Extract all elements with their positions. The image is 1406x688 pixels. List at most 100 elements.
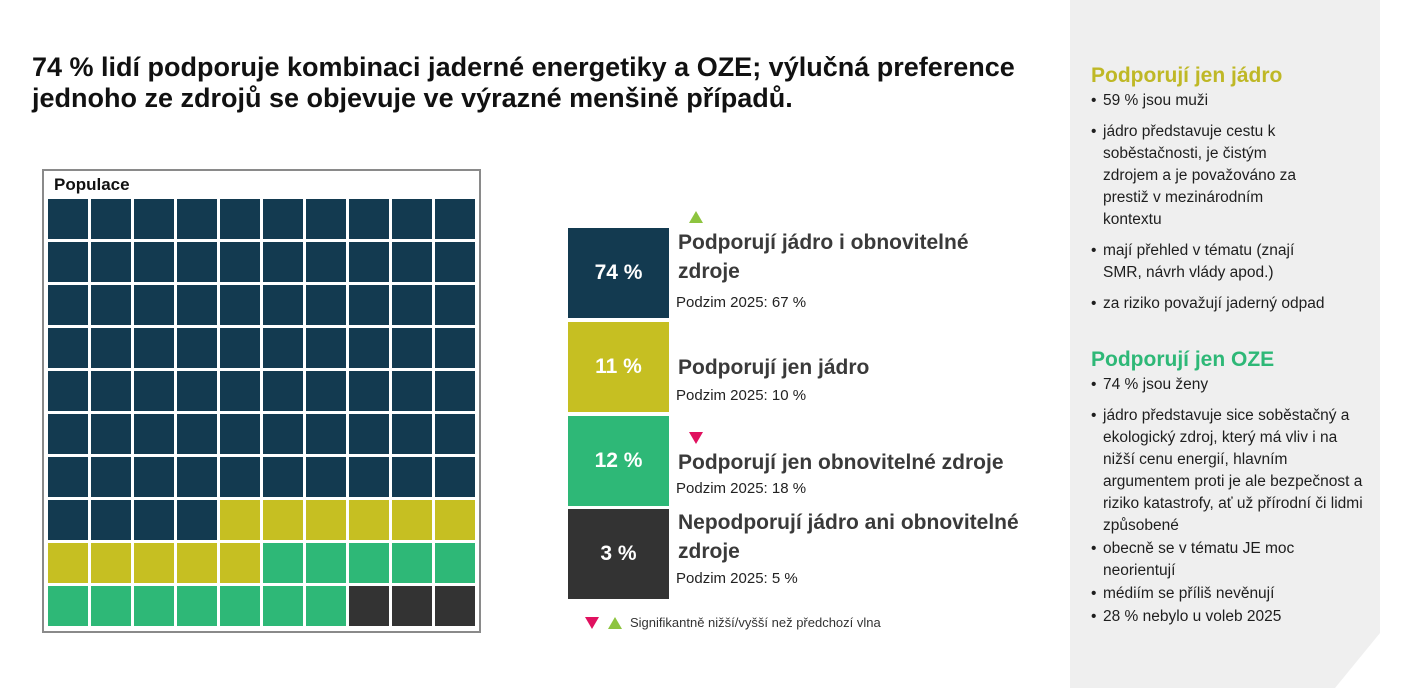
waffle-cell-both <box>306 328 346 368</box>
significant-decrease-icon <box>689 432 703 444</box>
waffle-cell-both <box>220 328 260 368</box>
list-item: 59 % jsou muži <box>1091 90 1366 112</box>
waffle-cell-both <box>91 414 131 454</box>
list-item: médiím se příliš nevěnují <box>1091 583 1366 605</box>
waffle-cell-both <box>435 285 475 325</box>
sidebar-nuclear-list: 59 % jsou muži jádro představuje cestu k… <box>1091 90 1366 324</box>
waffle-cell-both <box>48 285 88 325</box>
segment-renewables-value: 12 % <box>568 416 669 506</box>
waffle-cell-both <box>435 328 475 368</box>
waffle-cell-both <box>392 371 432 411</box>
waffle-cell-both <box>349 285 389 325</box>
waffle-cell-both <box>134 328 174 368</box>
waffle-cell-both <box>134 199 174 239</box>
waffle-cell-both <box>134 371 174 411</box>
waffle-cell-both <box>349 242 389 282</box>
waffle-cell-nuclear_only <box>306 500 346 540</box>
waffle-cell-both <box>48 242 88 282</box>
waffle-cell-both <box>435 242 475 282</box>
waffle-cell-nuclear_only <box>48 543 88 583</box>
waffle-cell-both <box>263 371 303 411</box>
segment-nuclear-previous: Podzim 2025: 10 % <box>676 387 807 404</box>
waffle-cell-both <box>220 199 260 239</box>
waffle-cell-both <box>392 414 432 454</box>
waffle-cell-both <box>392 457 432 497</box>
waffle-cell-both <box>349 371 389 411</box>
waffle-cell-renewables_only <box>91 586 131 626</box>
waffle-cell-nuclear_only <box>134 543 174 583</box>
list-item: 28 % nebylo u voleb 2025 <box>1091 606 1366 628</box>
waffle-cell-both <box>91 242 131 282</box>
segment-renewables-previous: Podzim 2025: 18 % <box>676 480 807 497</box>
waffle-cell-both <box>134 414 174 454</box>
waffle-cell-both <box>91 285 131 325</box>
waffle-cell-both <box>435 414 475 454</box>
waffle-cell-both <box>220 414 260 454</box>
waffle-title: Populace <box>54 175 130 194</box>
waffle-cell-nuclear_only <box>91 543 131 583</box>
waffle-cell-both <box>349 199 389 239</box>
waffle-cell-both <box>177 242 217 282</box>
waffle-cell-renewables_only <box>435 543 475 583</box>
waffle-cell-both <box>220 457 260 497</box>
segment-both-previous: Podzim 2025: 67 % <box>676 294 807 311</box>
waffle-cell-neither <box>435 586 475 626</box>
waffle-cell-renewables_only <box>263 586 303 626</box>
waffle-cell-both <box>349 414 389 454</box>
waffle-cell-both <box>263 328 303 368</box>
waffle-cell-renewables_only <box>306 586 346 626</box>
waffle-cell-both <box>48 199 88 239</box>
segment-renewables-label: Podporují jen obnovitelné zdroje <box>678 451 1004 474</box>
list-item: za riziko považují jaderný odpad <box>1091 293 1366 315</box>
waffle-cell-both <box>134 242 174 282</box>
waffle-cell-both <box>435 457 475 497</box>
segment-neither-previous: Podzim 2025: 5 % <box>676 570 798 587</box>
waffle-cell-both <box>48 328 88 368</box>
waffle-cell-both <box>392 285 432 325</box>
list-item: jádro představuje sice soběstačný a ekol… <box>1091 405 1366 537</box>
list-item: 74 % jsou ženy <box>1091 374 1366 396</box>
sidebar-nuclear-heading: Podporují jen jádro <box>1091 64 1283 87</box>
waffle-cell-both <box>91 199 131 239</box>
waffle-cell-neither <box>392 586 432 626</box>
waffle-cell-renewables_only <box>306 543 346 583</box>
legend-decrease-icon <box>585 617 599 629</box>
waffle-cell-both <box>48 414 88 454</box>
waffle-cell-both <box>392 328 432 368</box>
waffle-cell-both <box>263 199 303 239</box>
waffle-cell-both <box>306 371 346 411</box>
segment-nuclear-value: 11 % <box>568 322 669 412</box>
waffle-cell-both <box>177 285 217 325</box>
waffle-cell-nuclear_only <box>349 500 389 540</box>
waffle-cell-neither <box>349 586 389 626</box>
waffle-cell-nuclear_only <box>392 500 432 540</box>
segment-neither-value: 3 % <box>568 509 669 599</box>
waffle-cell-both <box>177 500 217 540</box>
waffle-cell-both <box>91 457 131 497</box>
waffle-cell-both <box>306 285 346 325</box>
waffle-cell-both <box>134 457 174 497</box>
waffle-cell-renewables_only <box>48 586 88 626</box>
waffle-cell-both <box>392 242 432 282</box>
waffle-cell-both <box>263 285 303 325</box>
waffle-cell-both <box>91 500 131 540</box>
waffle-cell-both <box>91 371 131 411</box>
list-item: mají přehled v tématu (znají SMR, návrh … <box>1091 240 1366 284</box>
waffle-cell-both <box>134 500 174 540</box>
waffle-cell-both <box>220 371 260 411</box>
waffle-cell-both <box>177 371 217 411</box>
waffle-cell-both <box>435 199 475 239</box>
legend-increase-icon <box>608 617 622 629</box>
waffle-cell-nuclear_only <box>263 500 303 540</box>
waffle-cell-nuclear_only <box>220 543 260 583</box>
waffle-cell-both <box>177 414 217 454</box>
waffle-cell-both <box>177 328 217 368</box>
waffle-cell-nuclear_only <box>177 543 217 583</box>
waffle-cell-renewables_only <box>177 586 217 626</box>
waffle-cell-both <box>220 285 260 325</box>
waffle-cell-renewables_only <box>392 543 432 583</box>
waffle-cell-both <box>349 328 389 368</box>
waffle-cell-both <box>220 242 260 282</box>
waffle-cell-both <box>177 457 217 497</box>
waffle-cell-both <box>48 457 88 497</box>
